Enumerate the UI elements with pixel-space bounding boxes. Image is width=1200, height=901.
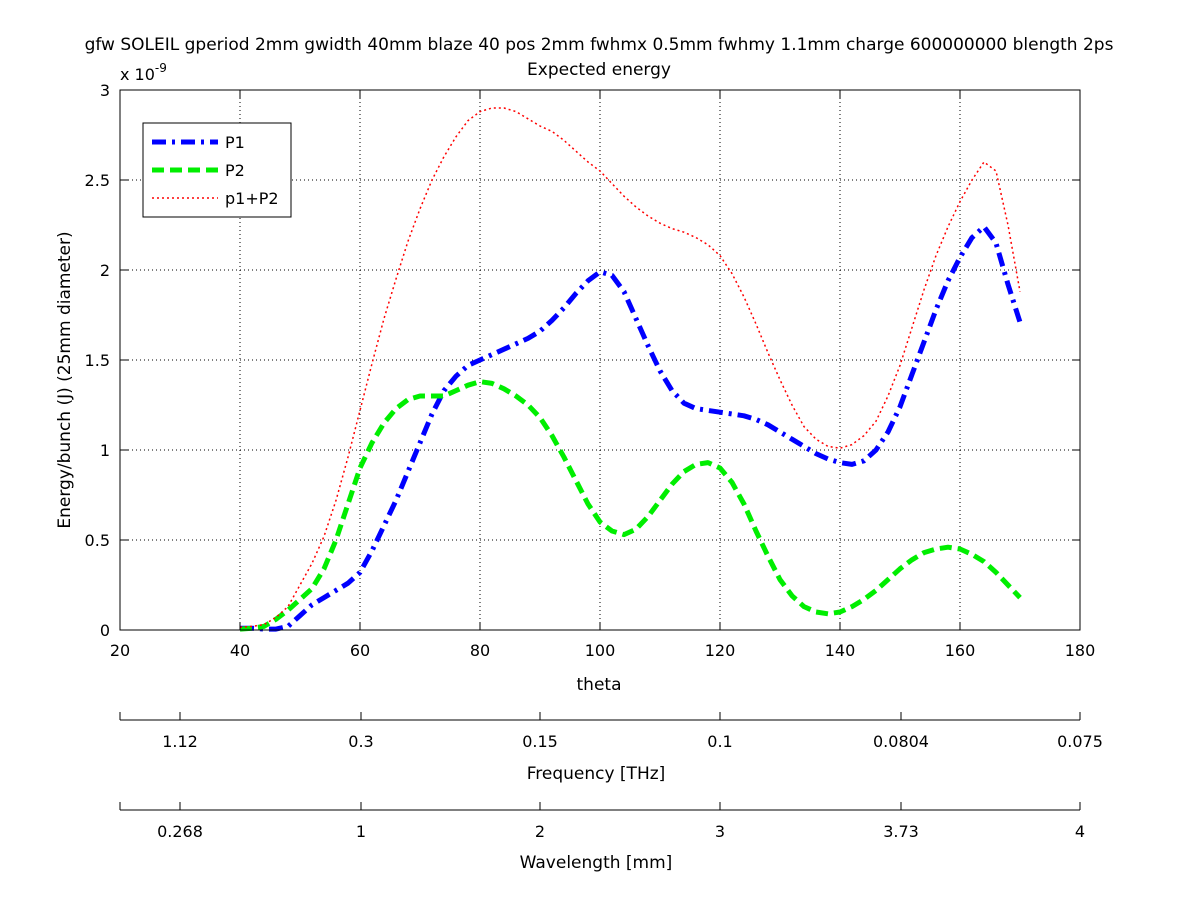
y-multiplier: x 10-9 xyxy=(120,61,167,84)
y-tick-label: 1.5 xyxy=(85,351,110,370)
frequency-tick-label: 0.3 xyxy=(348,732,373,751)
frequency-tick-label: 0.15 xyxy=(522,732,558,751)
y-tick-label: 3 xyxy=(100,81,110,100)
y-tick-label: 1 xyxy=(100,441,110,460)
series-p2-line xyxy=(239,379,1022,632)
wavelength-axis: Wavelength [mm] 0.268 1 2 3 3.73 4 xyxy=(119,802,1085,873)
legend-item-p1-plus-p2: p1+P2 xyxy=(152,189,279,208)
frequency-tick-label: 1.12 xyxy=(162,732,198,751)
x-tick-label: 180 xyxy=(1065,641,1096,660)
wavelength-tick-label: 4 xyxy=(1075,822,1085,841)
legend-label-p1: P1 xyxy=(225,133,245,152)
y-tick-label: 2 xyxy=(100,261,110,280)
x-tick-label: 80 xyxy=(470,641,490,660)
x-tick-label: 40 xyxy=(230,641,250,660)
frequency-tick-label: 0.1 xyxy=(707,732,732,751)
y-multiplier-base: x 10 xyxy=(120,65,155,84)
y-multiplier-exponent: -9 xyxy=(155,61,167,75)
ticks: 20 40 60 80 100 120 140 160 180 0 0.5 1 1.5 2 2.5 3 xyxy=(85,81,1096,660)
x-tick-label: 20 xyxy=(110,641,130,660)
y-axis-label: Energy/bunch (J) (25mm diameter) xyxy=(55,231,75,528)
legend: P1 P2 p1+P2 xyxy=(142,122,292,218)
chart-title: gfw SOLEIL gperiod 2mm gwidth 40mm blaze… xyxy=(85,35,1114,55)
x-tick-label: 140 xyxy=(825,641,856,660)
legend-label-p1-plus-p2: p1+P2 xyxy=(225,189,279,208)
x-axis-label: theta xyxy=(577,675,622,695)
legend-item-p1: P1 xyxy=(152,133,245,152)
legend-label-p2: P2 xyxy=(225,161,245,180)
wavelength-tick-label: 0.268 xyxy=(157,822,203,841)
y-tick-label: 2.5 xyxy=(85,171,110,190)
wavelength-tick-label: 3 xyxy=(715,822,725,841)
x-tick-label: 120 xyxy=(705,641,736,660)
x-tick-label: 160 xyxy=(945,641,976,660)
frequency-tick-label: 0.0804 xyxy=(873,732,929,751)
y-tick-label: 0.5 xyxy=(85,531,110,550)
series-layer xyxy=(239,107,1023,632)
wavelength-tick-label: 1 xyxy=(356,822,366,841)
series-p1-line xyxy=(240,224,1023,632)
wavelength-tick-label: 3.73 xyxy=(883,822,919,841)
x-tick-label: 60 xyxy=(350,641,370,660)
chart-subtitle: Expected energy xyxy=(527,60,671,80)
y-tick-label: 0 xyxy=(100,621,110,640)
wavelength-tick-label: 2 xyxy=(535,822,545,841)
wavelength-axis-label: Wavelength [mm] xyxy=(520,853,673,873)
x-tick-label: 100 xyxy=(585,641,616,660)
legend-item-p2: P2 xyxy=(152,161,245,180)
frequency-axis-label: Frequency [THz] xyxy=(527,764,666,784)
frequency-axis: Frequency [THz] 1.12 0.3 0.15 0.1 0.0804 0.07… xyxy=(119,712,1103,784)
frequency-tick-label: 0.075 xyxy=(1057,732,1103,751)
